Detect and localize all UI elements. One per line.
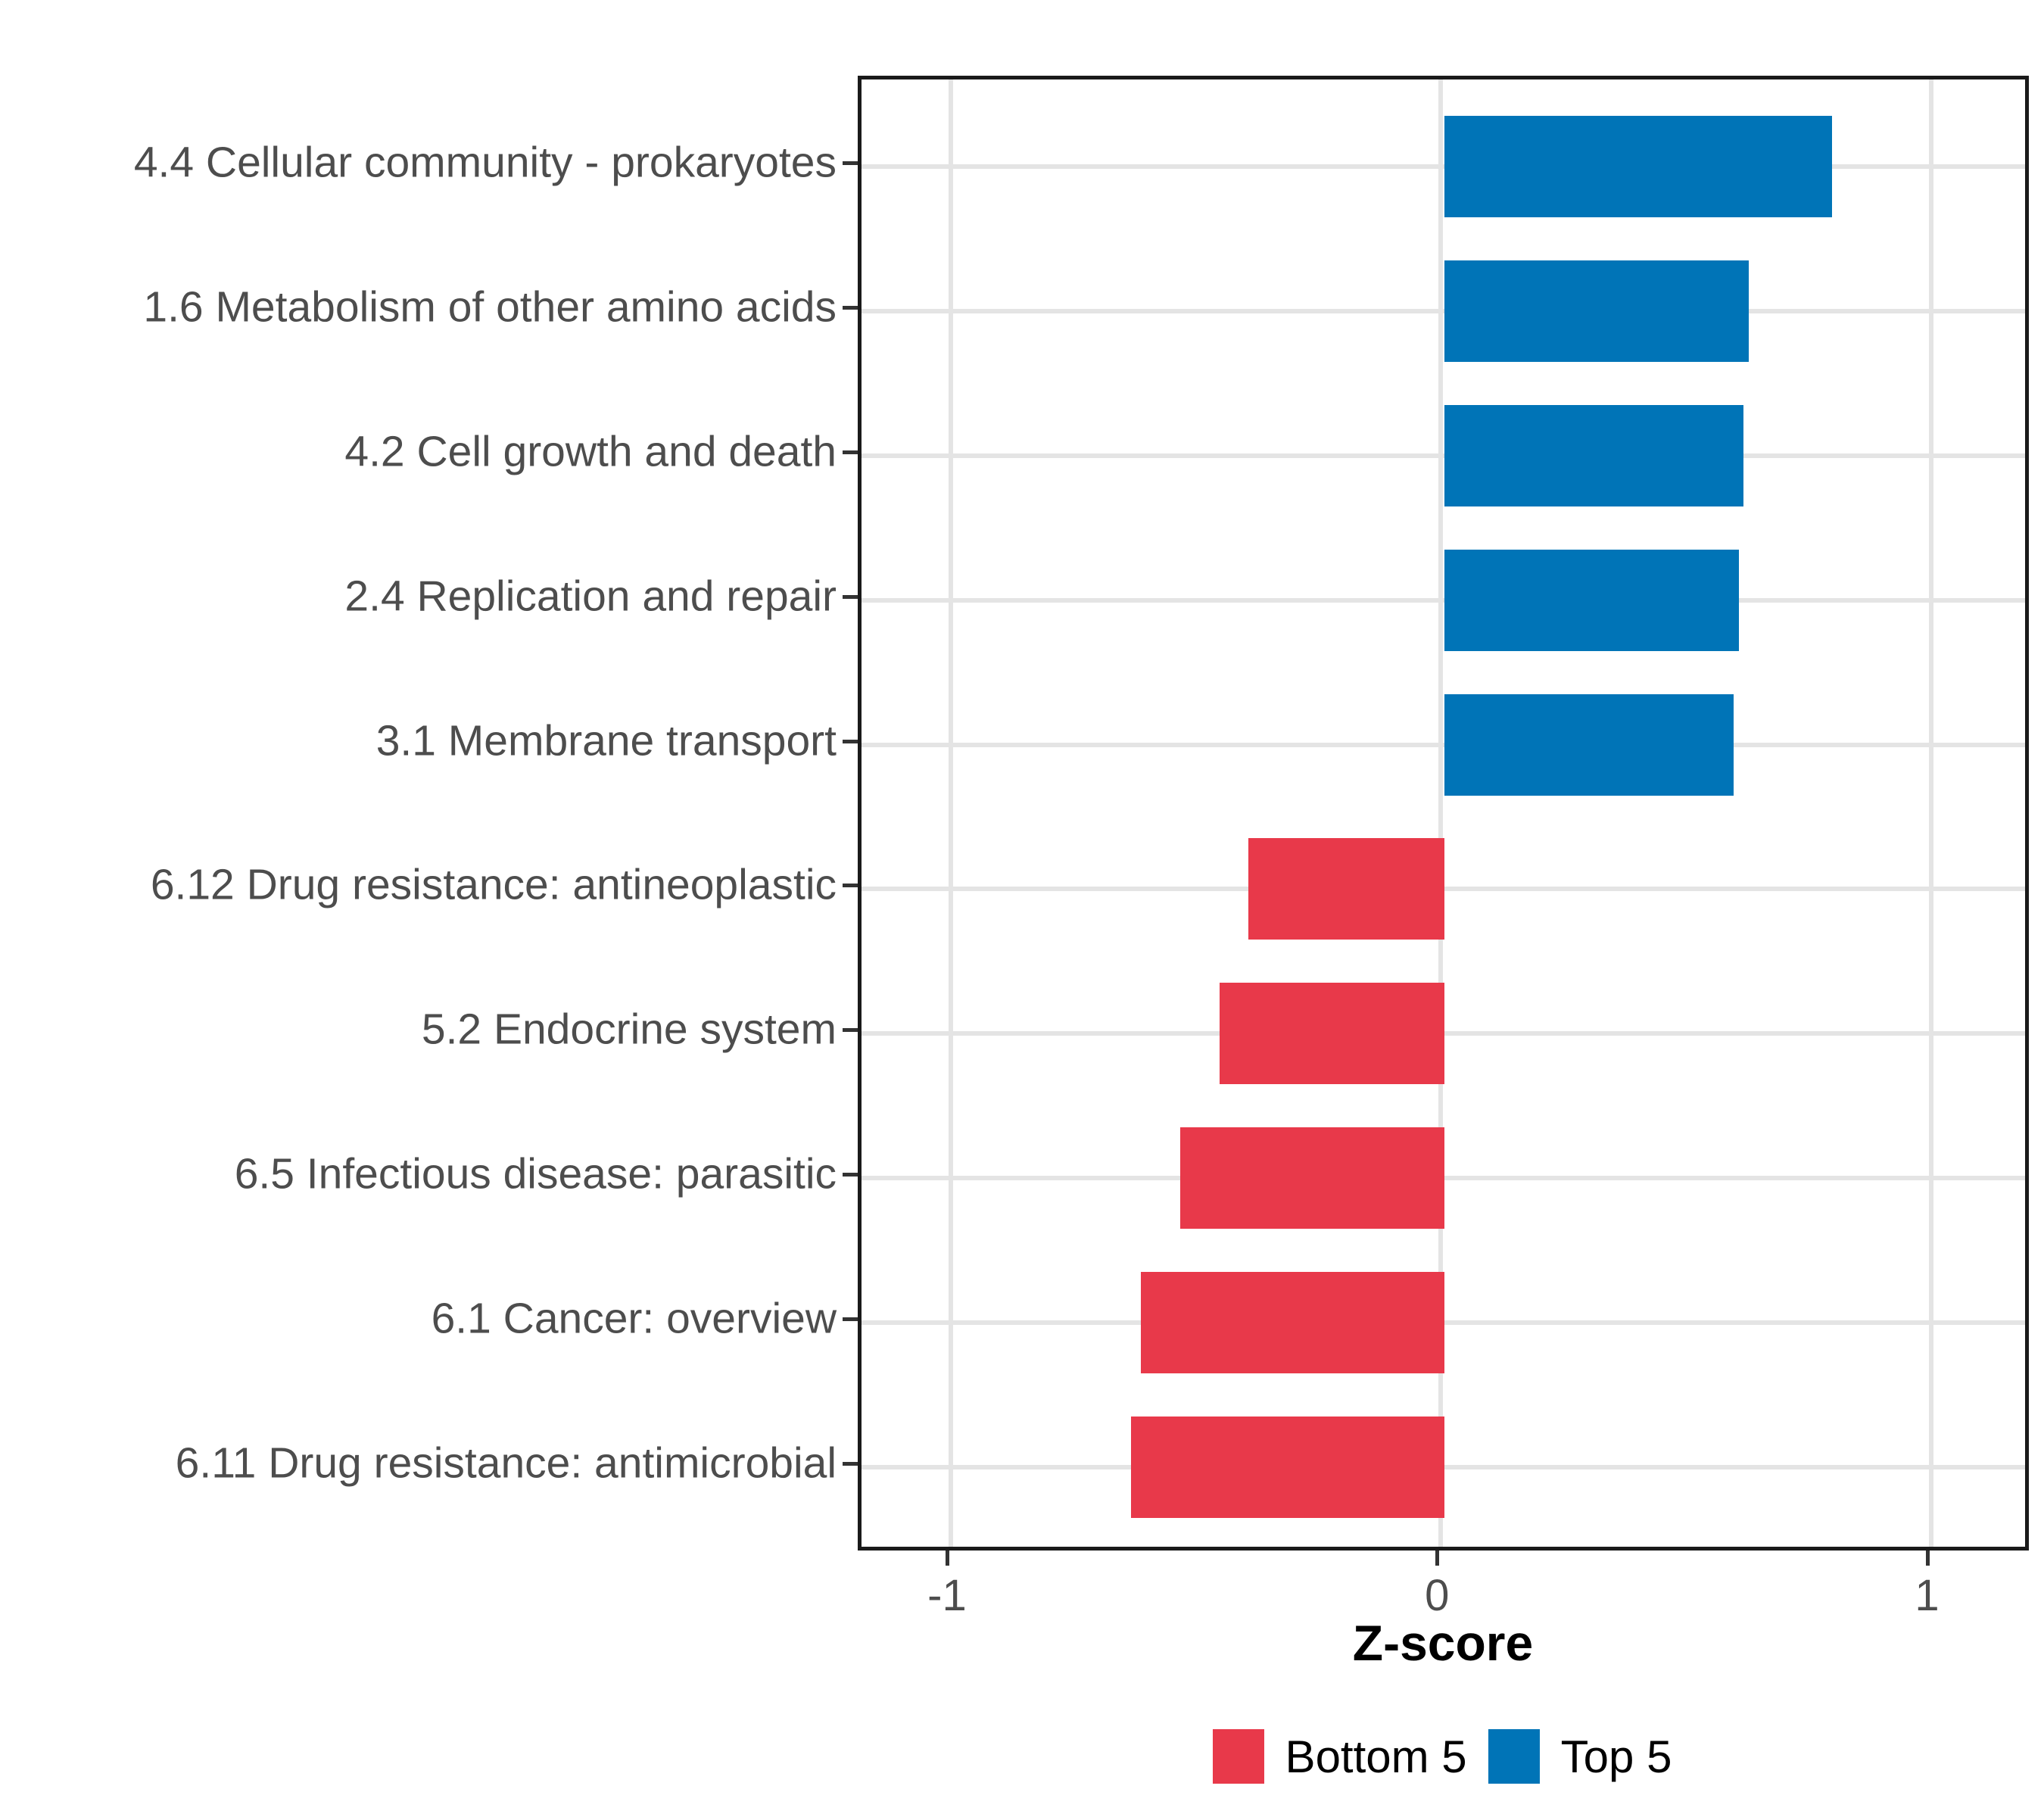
y-tick-mark: [843, 161, 858, 165]
x-tick-mark: [945, 1551, 949, 1566]
y-tick-mark: [843, 594, 858, 599]
bar: [1444, 260, 1749, 362]
y-tick-mark: [843, 1028, 858, 1033]
y-tick-mark: [843, 1317, 858, 1322]
y-axis-label: 1.6 Metabolism of other amino acids: [143, 282, 837, 332]
y-tick-mark: [843, 1462, 858, 1466]
y-tick-mark: [843, 739, 858, 743]
y-axis-label: 5.2 Endocrine system: [421, 1005, 837, 1055]
bar: [1444, 549, 1739, 651]
h-gridline: [862, 164, 2025, 169]
bar: [1131, 1417, 1445, 1519]
legend-key-bottom5: [1212, 1729, 1264, 1784]
h-gridline: [862, 453, 2025, 458]
bar: [1444, 115, 1832, 217]
bar: [1140, 1272, 1445, 1374]
y-axis-label: 2.4 Replication and repair: [344, 572, 837, 621]
y-axis-label: 4.4 Cellular community - prokaryotes: [133, 138, 837, 187]
bar: [1444, 404, 1744, 506]
x-axis-title: Z-score: [1352, 1615, 1534, 1671]
y-axis-label: 6.1 Cancer: overview: [431, 1295, 837, 1344]
y-axis-label: 4.2 Cell growth and death: [344, 427, 837, 476]
y-axis-label: 6.11 Drug resistance: antimicrobial: [175, 1439, 837, 1488]
y-tick-mark: [843, 305, 858, 310]
x-tick-mark: [1925, 1551, 1930, 1566]
x-tick-label: 1: [1915, 1571, 1940, 1620]
x-tick-label: -1: [927, 1571, 967, 1620]
legend: Bottom 5 Top 5: [784, 1729, 2044, 1784]
legend-label-bottom5: Bottom 5: [1285, 1731, 1467, 1782]
bar: [1179, 1127, 1445, 1230]
plot-panel: [858, 76, 2029, 1551]
y-tick-mark: [843, 450, 858, 454]
v-gridline: [1928, 79, 1933, 1547]
v-gridline: [1438, 79, 1444, 1547]
h-gridline: [862, 597, 2025, 603]
y-tick-mark: [843, 1173, 858, 1177]
y-tick-mark: [843, 884, 858, 888]
bar: [1444, 693, 1734, 796]
h-gridline: [862, 308, 2025, 313]
x-tick-label: 0: [1425, 1571, 1450, 1620]
legend-key-top5: [1488, 1729, 1540, 1784]
bar: [1248, 838, 1445, 940]
legend-label-top5: Top 5: [1560, 1731, 1672, 1782]
x-tick-mark: [1435, 1551, 1440, 1566]
bar: [1219, 983, 1445, 1085]
y-axis-label: 6.12 Drug resistance: antineoplastic: [150, 861, 837, 910]
y-axis-label: 6.5 Infectious disease: parasitic: [234, 1150, 837, 1199]
v-gridline: [948, 79, 953, 1547]
h-gridline: [862, 742, 2025, 747]
y-axis-label: 3.1 Membrane transport: [375, 716, 837, 765]
